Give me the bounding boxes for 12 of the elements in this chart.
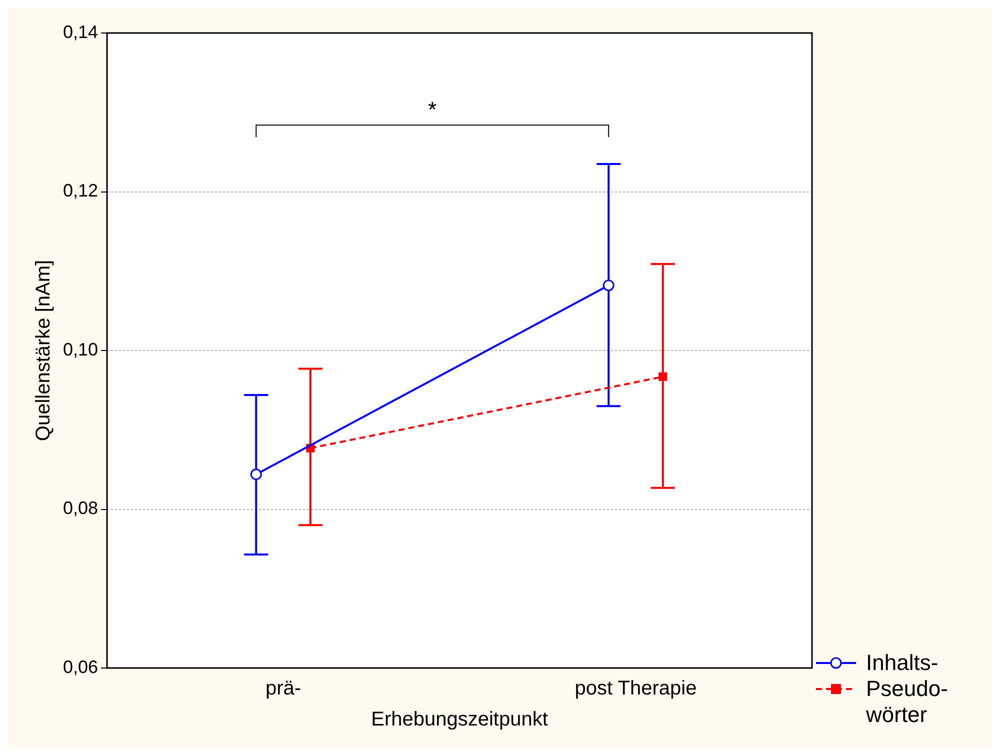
y-tick-label: 0,06: [62, 656, 98, 677]
x-axis-title: Erhebungszeitpunkt: [371, 708, 548, 731]
y-tick-label: 0,08: [62, 498, 98, 518]
y-tick-label: 0,10: [62, 339, 98, 360]
y-axis-title: Quellenstärke [nAm]: [32, 260, 55, 442]
x-tick-label: prä-: [265, 678, 302, 700]
y-tick-label: 0,12: [62, 180, 98, 201]
x-tick-label: post Therapie: [574, 678, 697, 700]
legend-label: Pseudo- wörter: [866, 676, 949, 728]
y-tick-label: 0,14: [62, 22, 98, 42]
legend-label: Inhalts-: [866, 650, 940, 676]
annotation: *: [428, 97, 438, 122]
